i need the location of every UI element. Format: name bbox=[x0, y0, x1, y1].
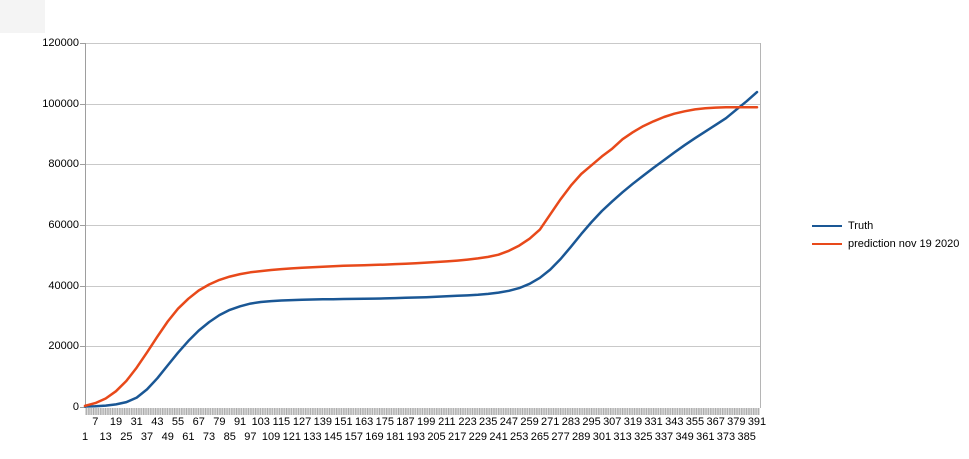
x-tick-label-lower: 181 bbox=[385, 431, 405, 443]
x-tick-label-upper: 79 bbox=[213, 416, 226, 428]
legend-item-prediction: prediction nov 19 2020 bbox=[812, 235, 959, 253]
legend-label-prediction: prediction nov 19 2020 bbox=[848, 238, 960, 250]
axes bbox=[80, 43, 761, 408]
x-tick-label-upper: 43 bbox=[151, 416, 164, 428]
legend-label-truth: Truth bbox=[848, 220, 874, 232]
x-tick-label-upper: 115 bbox=[272, 416, 291, 428]
legend-swatch-prediction bbox=[812, 242, 842, 246]
x-tick-label-upper: 187 bbox=[396, 416, 415, 428]
x-tick-label-lower: 133 bbox=[303, 431, 322, 443]
x-tick-label-upper: 223 bbox=[458, 416, 477, 428]
y-tick-label: 120000 bbox=[42, 37, 79, 49]
x-tick-label-lower: 205 bbox=[427, 431, 446, 443]
x-tick-label-lower: 169 bbox=[365, 431, 384, 443]
x-tick-label-upper: 91 bbox=[233, 416, 247, 428]
x-tick-label-lower: 337 bbox=[654, 431, 674, 443]
x-tick-label-lower: 121 bbox=[282, 431, 301, 443]
x-tick-label-lower: 361 bbox=[696, 431, 715, 443]
y-tick-label: 0 bbox=[72, 401, 79, 413]
x-tick-label-upper: 391 bbox=[747, 416, 767, 428]
x-tick-label-upper: 367 bbox=[706, 416, 725, 428]
x-tick-label-upper: 319 bbox=[623, 416, 643, 428]
x-tick-label-upper: 67 bbox=[192, 416, 205, 428]
x-tick-label-lower: 97 bbox=[244, 431, 257, 443]
x-tick-label-lower: 241 bbox=[489, 431, 508, 443]
x-tick-label-lower: 289 bbox=[572, 431, 591, 443]
y-tick-label: 80000 bbox=[48, 158, 79, 170]
x-tick-label-upper: 247 bbox=[499, 416, 519, 428]
x-tick-label-lower: 49 bbox=[161, 431, 174, 443]
x-tick-label-lower: 37 bbox=[140, 431, 154, 443]
x-tick-label-lower: 109 bbox=[261, 431, 281, 443]
x-tick-label-upper: 151 bbox=[334, 416, 353, 428]
x-tick-label-lower: 193 bbox=[406, 431, 425, 443]
y-tick-label: 60000 bbox=[48, 219, 79, 231]
x-tick-label-lower: 157 bbox=[344, 431, 363, 443]
x-tick-label-upper: 379 bbox=[727, 416, 746, 428]
x-tick-label-upper: 199 bbox=[416, 416, 436, 428]
x-tick-label-upper: 103 bbox=[251, 416, 270, 428]
x-tick-label-lower: 385 bbox=[737, 431, 756, 443]
x-tick-label-lower: 61 bbox=[182, 431, 195, 443]
x-tick-label-upper: 175 bbox=[375, 416, 394, 428]
x-tick-label-upper: 19 bbox=[109, 416, 123, 428]
legend: Truth prediction nov 19 2020 bbox=[812, 217, 959, 253]
x-tick-label-upper: 211 bbox=[438, 416, 456, 428]
gridlines bbox=[85, 43, 760, 347]
x-tick-label-lower: 277 bbox=[551, 431, 570, 443]
x-tick-label-upper: 295 bbox=[582, 416, 601, 428]
x-tick-label-upper: 235 bbox=[479, 416, 498, 428]
x-tick-label-upper: 31 bbox=[130, 416, 143, 428]
y-tick-label: 40000 bbox=[48, 280, 79, 292]
x-tick-label-lower: 325 bbox=[634, 431, 653, 443]
x-tick-label-lower: 313 bbox=[613, 431, 632, 443]
x-tick-label-lower: 265 bbox=[530, 431, 550, 443]
x-tick-label-lower: 25 bbox=[120, 431, 133, 443]
x-axis-tick-band bbox=[85, 408, 760, 415]
x-tick-label-upper: 259 bbox=[520, 416, 539, 428]
x-tick-label-lower: 217 bbox=[447, 431, 467, 443]
x-tick-label-upper: 307 bbox=[603, 416, 622, 428]
x-tick-label-lower: 301 bbox=[592, 431, 612, 443]
x-tick-label-lower: 85 bbox=[223, 431, 236, 443]
x-tick-label-upper: 7 bbox=[92, 416, 99, 428]
y-tick-label: 100000 bbox=[42, 98, 79, 110]
x-tick-label-upper: 55 bbox=[171, 416, 185, 428]
x-tick-label-lower: 229 bbox=[468, 431, 488, 443]
series-line-0 bbox=[83, 90, 759, 408]
x-tick-label-lower: 73 bbox=[202, 431, 216, 443]
series-lines bbox=[83, 90, 759, 408]
x-tick-label-lower: 1 bbox=[81, 431, 89, 443]
corner-artifact bbox=[0, 0, 45, 33]
x-tick-label-upper: 331 bbox=[644, 416, 663, 428]
x-tick-label-upper: 283 bbox=[561, 416, 581, 428]
x-tick-label-upper: 163 bbox=[354, 416, 374, 428]
series-line-1 bbox=[83, 105, 759, 408]
x-tick-label-upper: 127 bbox=[292, 416, 312, 428]
legend-item-truth: Truth bbox=[812, 217, 959, 235]
x-tick-label-upper: 139 bbox=[313, 416, 332, 428]
legend-swatch-truth bbox=[812, 224, 842, 228]
x-tick-label-upper: 355 bbox=[685, 416, 705, 428]
x-tick-label-lower: 373 bbox=[716, 431, 736, 443]
x-tick-label-upper: 271 bbox=[541, 416, 560, 428]
y-tick-label: 20000 bbox=[48, 340, 79, 352]
x-tick-label-lower: 253 bbox=[510, 431, 529, 443]
x-tick-label-upper: 343 bbox=[665, 416, 684, 428]
x-tick-label-lower: 349 bbox=[675, 431, 694, 443]
x-tick-label-lower: 13 bbox=[99, 431, 112, 443]
x-tick-label-lower: 145 bbox=[323, 431, 343, 443]
